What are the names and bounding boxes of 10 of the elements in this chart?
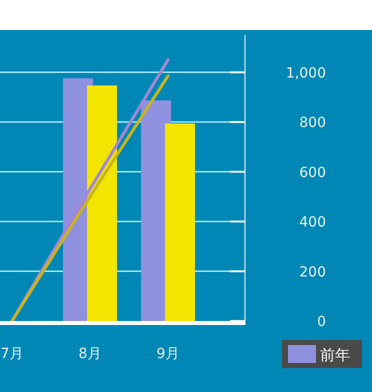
y-tick-label: 400 — [299, 214, 326, 231]
y-tick-label: 800 — [299, 115, 326, 132]
y-tick-label: 200 — [299, 264, 326, 280]
x-tick-label: 7月 — [0, 346, 24, 362]
x-tick-label: 9月 — [156, 346, 180, 362]
y-tick-label: 1,000 — [286, 65, 326, 82]
x-tick-label: 8月 — [78, 346, 102, 362]
y-tick-label: 0 — [317, 314, 326, 330]
legend-label: 前年 — [320, 346, 350, 364]
y-tick-label: 600 — [299, 164, 326, 181]
